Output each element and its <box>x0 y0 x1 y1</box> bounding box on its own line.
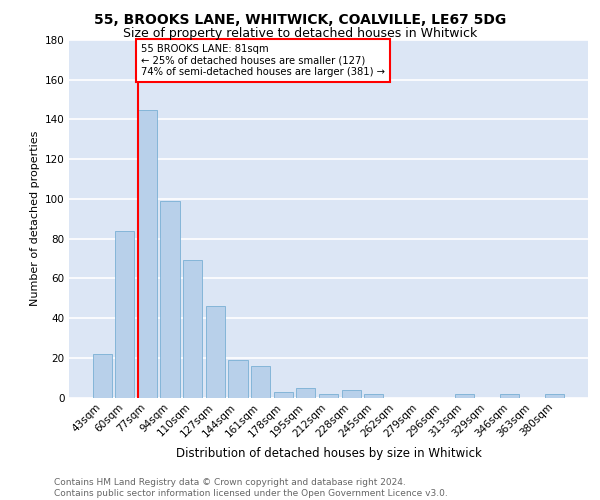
Bar <box>296 388 316 398</box>
Bar <box>115 230 134 398</box>
Bar <box>341 390 361 398</box>
Text: 55 BROOKS LANE: 81sqm
← 25% of detached houses are smaller (127)
74% of semi-det: 55 BROOKS LANE: 81sqm ← 25% of detached … <box>140 44 385 77</box>
Bar <box>251 366 270 398</box>
Bar <box>183 260 202 398</box>
Bar <box>274 392 293 398</box>
Bar <box>229 360 248 398</box>
Bar <box>138 110 157 398</box>
Bar <box>160 201 180 398</box>
Bar <box>500 394 519 398</box>
Bar <box>364 394 383 398</box>
Bar <box>455 394 474 398</box>
Bar <box>319 394 338 398</box>
Bar <box>92 354 112 398</box>
Bar <box>206 306 225 398</box>
Bar <box>545 394 565 398</box>
Text: Contains HM Land Registry data © Crown copyright and database right 2024.
Contai: Contains HM Land Registry data © Crown c… <box>54 478 448 498</box>
Y-axis label: Number of detached properties: Number of detached properties <box>29 131 40 306</box>
Text: Size of property relative to detached houses in Whitwick: Size of property relative to detached ho… <box>123 28 477 40</box>
X-axis label: Distribution of detached houses by size in Whitwick: Distribution of detached houses by size … <box>176 447 481 460</box>
Text: 55, BROOKS LANE, WHITWICK, COALVILLE, LE67 5DG: 55, BROOKS LANE, WHITWICK, COALVILLE, LE… <box>94 12 506 26</box>
